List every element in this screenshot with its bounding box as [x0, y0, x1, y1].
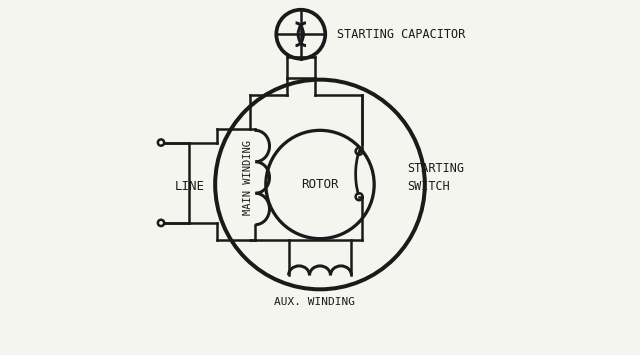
- Text: LINE: LINE: [175, 180, 205, 193]
- Text: ROTOR: ROTOR: [301, 178, 339, 191]
- Text: AUX. WINDING: AUX. WINDING: [275, 296, 355, 307]
- Text: STARTING
SWITCH: STARTING SWITCH: [408, 162, 465, 193]
- Text: STARTING CAPACITOR: STARTING CAPACITOR: [337, 28, 466, 41]
- Text: MAIN WINDING: MAIN WINDING: [243, 140, 253, 215]
